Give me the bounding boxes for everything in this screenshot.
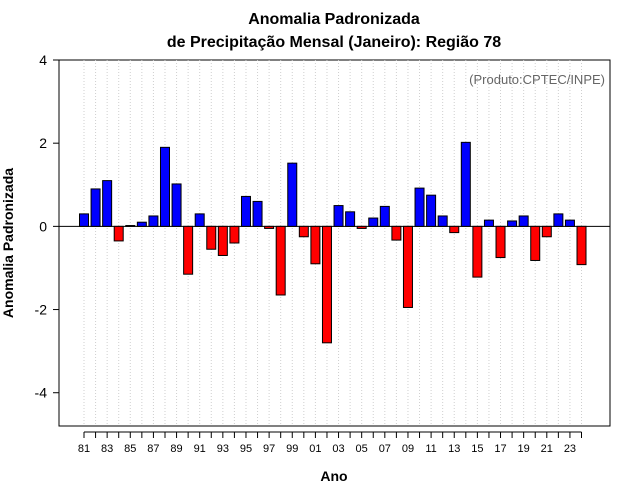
bar-03 [333, 205, 344, 227]
y-axis-label: Anomalia Padronizada [0, 168, 16, 318]
bar-95 [240, 195, 251, 227]
bar-01 [310, 225, 321, 265]
x-tick-label: 95 [240, 443, 252, 455]
x-tick-label: 07 [379, 443, 391, 455]
bar-20 [530, 225, 541, 261]
bar-13 [449, 225, 460, 234]
bar-14 [460, 141, 471, 227]
source-annotation: (Produto:CPTEC/INPE) [469, 72, 605, 87]
x-tick-label: 11 [425, 443, 436, 455]
bar-19 [518, 215, 529, 227]
bar-86 [136, 221, 147, 227]
x-tick-label: 89 [170, 443, 182, 455]
x-tick-label: 97 [263, 443, 275, 455]
x-tick-label: 93 [217, 443, 229, 455]
bar-15 [472, 225, 483, 278]
bar-07 [379, 205, 390, 227]
x-tick-label: 19 [518, 443, 530, 455]
x-tick-label: 17 [494, 443, 506, 455]
bar-88 [159, 146, 170, 227]
x-tick-label: 85 [124, 443, 136, 455]
bar-81 [79, 213, 89, 227]
bar-06 [368, 217, 379, 227]
x-axis-label: Ano [320, 468, 347, 484]
x-tick-label: 01 [309, 443, 321, 455]
bar-89 [171, 183, 182, 227]
x-tick-label: 23 [564, 443, 576, 455]
x-tick-label: 91 [194, 443, 206, 455]
bar-85 [125, 225, 136, 227]
y-axis: 4 2 0 -2 -4 [35, 52, 59, 401]
y-tick-label: -2 [35, 302, 48, 318]
x-tick-label: 99 [286, 443, 298, 455]
x-tick-label: 81 [78, 443, 90, 455]
bar-21 [541, 225, 552, 238]
bar-92 [206, 225, 217, 250]
bar-83 [102, 180, 113, 227]
chart-title: Anomalia Padronizada [248, 11, 420, 28]
bar-02 [321, 225, 332, 344]
bar-12 [437, 215, 448, 227]
plot-area [58, 59, 611, 427]
bar-94 [229, 225, 240, 244]
x-tick-label: 03 [332, 443, 344, 455]
bars [79, 141, 587, 344]
bar-90 [183, 225, 194, 275]
bar-24 [576, 225, 587, 266]
bar-82 [90, 188, 101, 227]
bar-09 [402, 225, 413, 308]
bar-99 [287, 162, 298, 227]
y-tick-label: -4 [35, 385, 48, 401]
y-tick-label: 4 [39, 52, 47, 68]
bar-11 [426, 194, 437, 227]
bar-08 [391, 225, 402, 241]
y-tick-label: 2 [39, 135, 47, 151]
bar-05 [356, 225, 367, 229]
y-tick-label: 0 [39, 218, 47, 234]
bar-23 [564, 219, 575, 227]
bar-97 [264, 225, 275, 229]
x-axis: 81 83 85 87 89 91 93 95 97 99 01 03 05 07 09 11 13 15 17 19… [78, 431, 583, 455]
x-tick-label: 15 [471, 443, 483, 455]
bar-93 [217, 225, 228, 256]
bar-87 [148, 215, 159, 227]
x-tick-label: 05 [356, 443, 368, 455]
bar-96 [252, 200, 263, 227]
chart-subtitle: de Precipitação Mensal (Janeiro): Região… [167, 34, 501, 51]
x-tick-label: 09 [402, 443, 414, 455]
bar-04 [345, 211, 356, 227]
bar-00 [298, 225, 309, 238]
x-tick-label: 13 [448, 443, 460, 455]
bar-91 [194, 213, 205, 227]
bar-18 [507, 220, 518, 227]
x-tick-label: 21 [541, 443, 553, 455]
bar-22 [553, 213, 564, 227]
x-tick-label: 83 [101, 443, 113, 455]
bar-10 [414, 187, 425, 227]
bar-84 [113, 225, 124, 242]
bar-16 [483, 219, 494, 227]
x-tick-label: 87 [147, 443, 159, 455]
bar-17 [495, 225, 506, 259]
bar-98 [275, 225, 286, 296]
